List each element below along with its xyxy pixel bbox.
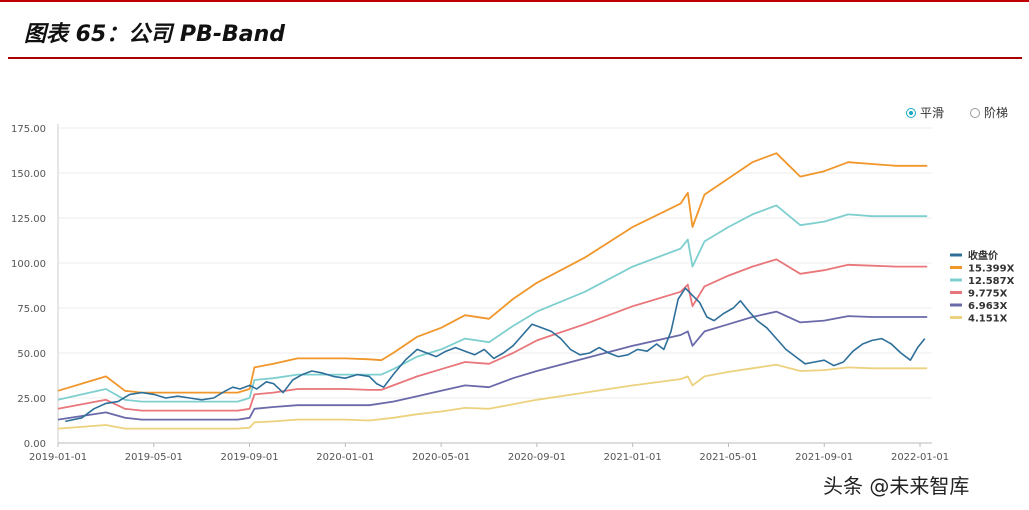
- legend-label: 4.151X: [968, 314, 1008, 325]
- series-line-15399X: [57, 152, 928, 394]
- top-accent-line: [0, 0, 1029, 2]
- legend-label: 9.775X: [968, 289, 1008, 300]
- x-tick-label: 2020-05-01: [412, 452, 470, 463]
- radio-unselected-icon: [970, 107, 980, 118]
- page-title: 图表 65：公司 PB-Band: [24, 22, 285, 47]
- y-tick-label: 25.00: [17, 394, 46, 405]
- y-tick-label: 125.00: [11, 214, 46, 225]
- y-tick-label: 75.00: [17, 304, 46, 315]
- x-tick-label: 2021-09-01: [795, 452, 853, 463]
- y-tick-label: 150.00: [11, 169, 46, 180]
- y-tick-label: 100.00: [11, 259, 46, 270]
- series-line-6963X: [57, 310, 928, 421]
- title-divider: [8, 57, 1022, 59]
- x-tick-label: 2019-09-01: [220, 452, 278, 463]
- x-tick-label: 2021-05-01: [699, 452, 757, 463]
- x-tick-label: 2020-09-01: [508, 452, 566, 463]
- series-line-12587X: [57, 204, 928, 403]
- smooth-toggle[interactable]: 平滑: [906, 104, 944, 121]
- radio-selected-icon: [906, 107, 916, 118]
- legend-label: 15.399X: [968, 264, 1015, 275]
- series-line-: [65, 287, 926, 423]
- series-line-9775X: [57, 258, 928, 412]
- x-tick-label: 2022-01-01: [891, 452, 949, 463]
- step-toggle[interactable]: 阶梯: [970, 104, 1008, 121]
- smooth-toggle-label: 平滑: [920, 106, 945, 120]
- legend-label: 6.963X: [968, 301, 1008, 312]
- y-tick-label: 175.00: [11, 124, 46, 135]
- y-tick-label: 50.00: [17, 349, 46, 360]
- x-tick-label: 2019-01-01: [29, 452, 87, 463]
- step-toggle-label: 阶梯: [984, 106, 1009, 120]
- legend-label: 收盘价: [968, 249, 999, 262]
- legend-label: 12.587X: [968, 276, 1015, 287]
- y-tick-label: 0.00: [24, 439, 46, 450]
- x-tick-label: 2019-05-01: [125, 452, 183, 463]
- x-tick-label: 2020-01-01: [316, 452, 374, 463]
- pb-band-chart: 0.00 25.00 50.00 75.00 100.00 125.00 150.00 175…: [11, 124, 1015, 463]
- watermark: 头条 @未来智库: [823, 474, 970, 498]
- x-tick-label: 2021-01-01: [604, 452, 662, 463]
- series-line-4151X: [57, 363, 928, 430]
